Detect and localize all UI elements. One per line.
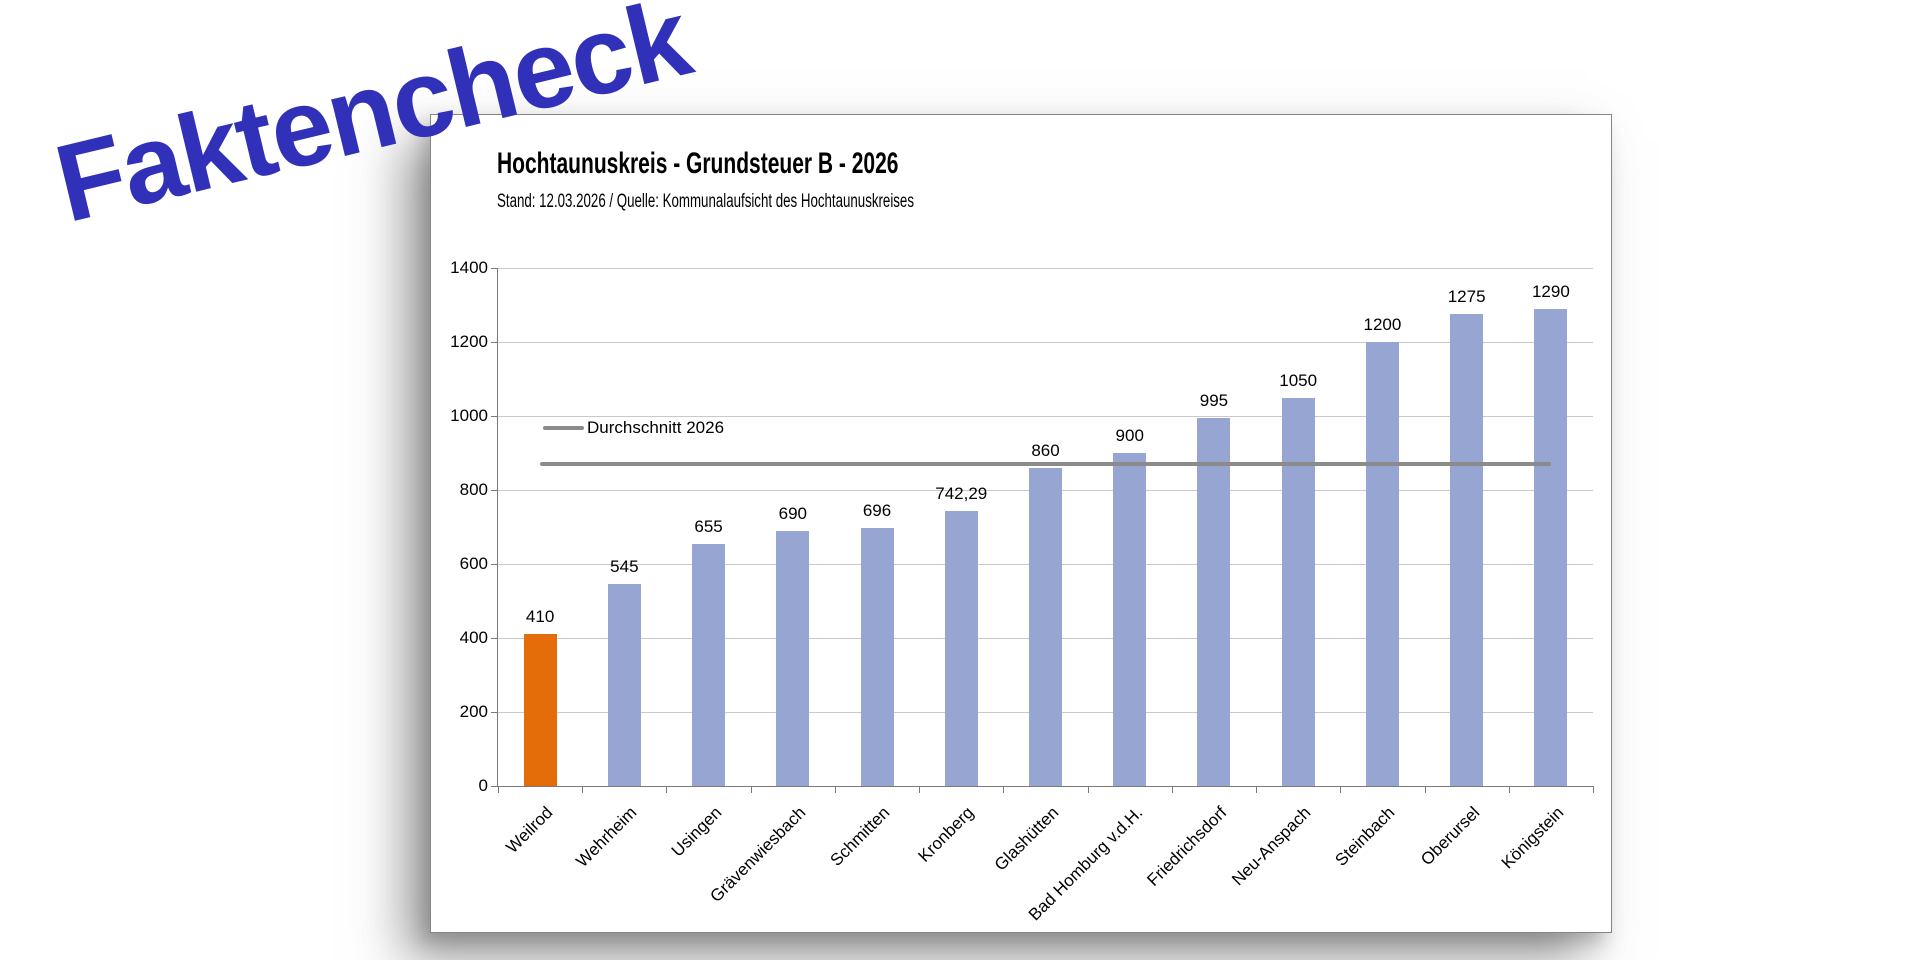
- x-axis-tick: [750, 786, 752, 793]
- bar: [1113, 453, 1147, 786]
- x-axis-tick: [1256, 786, 1258, 793]
- legend-label: Durchschnitt 2026: [587, 418, 725, 437]
- y-axis-tick: [491, 785, 498, 787]
- x-axis-tick: [666, 786, 668, 793]
- bar-value-label: 545: [610, 557, 639, 577]
- x-axis-line: [497, 786, 1593, 787]
- bar-value-label: 860: [1031, 440, 1060, 460]
- y-axis-label: 1000: [450, 406, 488, 425]
- x-axis-tick: [582, 786, 584, 793]
- chart-subtitle: Stand: 12.03.2026 / Quelle: Kommunalaufs…: [497, 191, 914, 212]
- legend-line-swatch: [543, 426, 584, 430]
- x-axis-tick: [834, 786, 836, 793]
- x-axis-tick: [1340, 786, 1342, 793]
- bar: [523, 634, 557, 786]
- bar: [944, 511, 978, 786]
- x-axis-tick: [498, 786, 499, 793]
- bar-value-label: 1050: [1279, 370, 1318, 390]
- y-axis-tick: [491, 341, 498, 343]
- bar: [1365, 342, 1399, 786]
- chart-panel: Hochtaunuskreis - Grundsteuer B - 2026 S…: [430, 114, 1612, 933]
- x-axis-tick: [1003, 786, 1005, 793]
- x-axis-tick: [1593, 786, 1594, 793]
- bar-value-label: 995: [1199, 390, 1229, 410]
- y-axis-label: 400: [459, 628, 488, 647]
- x-axis-tick: [1424, 786, 1426, 793]
- bar-value-label: 1200: [1363, 315, 1402, 334]
- y-axis-label: 600: [459, 554, 488, 573]
- bar-value-label: 1275: [1447, 287, 1486, 307]
- bar-value-label: 690: [778, 503, 807, 523]
- chart-title: Hochtaunuskreis - Grundsteuer B - 2026: [497, 147, 899, 180]
- y-axis-label: 1400: [450, 258, 488, 277]
- y-axis-tick: [491, 415, 498, 417]
- x-axis-tick: [1508, 786, 1510, 793]
- gridline: [498, 267, 1593, 269]
- y-axis-label: 0: [478, 776, 488, 795]
- y-axis-label: 200: [459, 702, 488, 721]
- x-axis-label: Weilrod: [502, 802, 557, 857]
- x-axis-tick: [1087, 786, 1089, 793]
- average-line: [540, 462, 1551, 467]
- x-axis-tick: [919, 786, 921, 793]
- bar: [776, 530, 810, 786]
- bar: [1534, 308, 1568, 786]
- bar-value-label: 410: [525, 607, 555, 627]
- bar-value-label: 742,29: [935, 484, 988, 504]
- y-axis-tick: [491, 711, 498, 713]
- bar-value-label: 655: [694, 516, 723, 536]
- y-axis-tick: [491, 267, 498, 269]
- gridline: [498, 415, 1593, 417]
- y-axis-label: 1200: [450, 332, 488, 351]
- gridline: [498, 341, 1593, 343]
- y-axis-line: [497, 268, 498, 787]
- y-axis-tick: [491, 637, 498, 639]
- bar: [1029, 467, 1062, 786]
- bar: [860, 528, 894, 786]
- bar: [1197, 417, 1231, 786]
- plot-area: Durchschnitt 2026 0 200 400 600 800 1000 1200 1…: [431, 115, 1611, 932]
- y-axis-label: 800: [459, 480, 488, 499]
- y-axis-tick: [491, 563, 498, 565]
- bar-value-label: 1290: [1531, 281, 1570, 301]
- bar: [692, 543, 726, 786]
- bar: [1281, 397, 1315, 786]
- bar-value-label: 900: [1115, 426, 1144, 445]
- bar: [607, 584, 641, 786]
- bar-value-label: 696: [862, 501, 892, 521]
- bar: [1450, 314, 1484, 786]
- y-axis-tick: [491, 489, 498, 491]
- x-axis-tick: [1171, 786, 1173, 793]
